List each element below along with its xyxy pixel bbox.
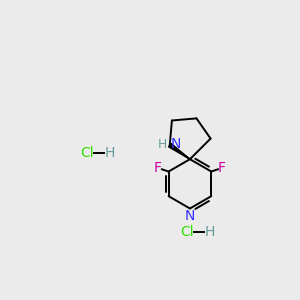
Text: Cl: Cl (81, 146, 94, 160)
Text: H: H (158, 138, 167, 151)
Text: N: N (185, 209, 195, 223)
Text: Cl: Cl (181, 225, 194, 239)
Text: F: F (154, 161, 162, 175)
Polygon shape (169, 143, 190, 159)
Text: H: H (104, 146, 115, 160)
Text: F: F (218, 161, 226, 175)
Text: N: N (170, 137, 181, 151)
Text: H: H (205, 225, 215, 239)
